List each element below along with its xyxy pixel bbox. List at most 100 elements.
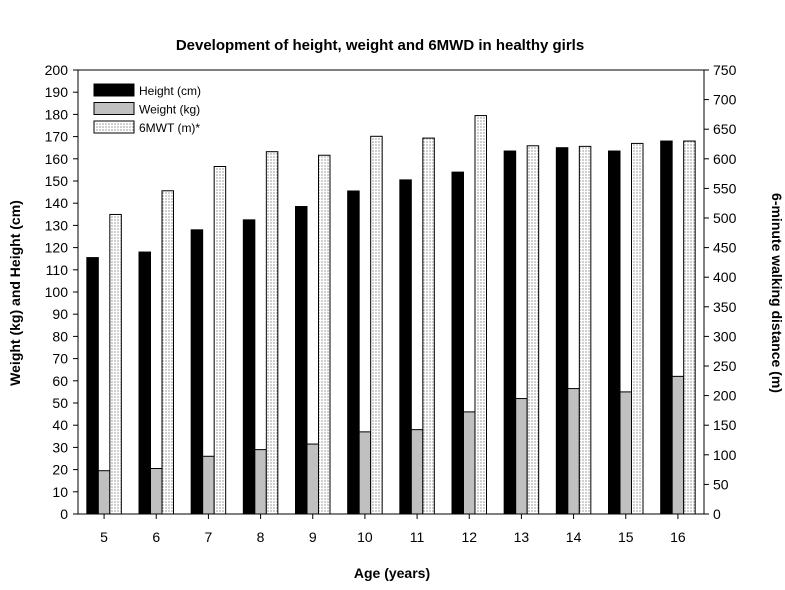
y-left-tick-label-130: 130 xyxy=(45,217,69,233)
y-left-tick-label-160: 160 xyxy=(45,151,69,167)
legend-label-0: Height (cm) xyxy=(139,84,201,98)
y-left-tick-label-190: 190 xyxy=(45,84,69,100)
x-tick-label-14: 14 xyxy=(566,529,582,545)
bar-weight-kg-8 xyxy=(254,449,267,515)
legend-label-1: Weight (kg) xyxy=(139,103,200,117)
bar-height-cm-13 xyxy=(503,150,517,515)
y-right-tick-label-100: 100 xyxy=(713,447,737,463)
y-right-tick-label-400: 400 xyxy=(713,269,737,285)
x-tick-label-15: 15 xyxy=(618,529,634,545)
y-right-tick-label-350: 350 xyxy=(713,299,737,315)
bar-height-cm-15 xyxy=(608,150,621,515)
y-left-tick-label-20: 20 xyxy=(52,462,68,478)
plot-frame xyxy=(77,69,705,515)
bar-weight-kg-12 xyxy=(463,411,476,515)
bar-height-cm-14 xyxy=(555,147,569,515)
y-left-tick-label-110: 110 xyxy=(46,262,69,278)
ticks-group: 5 6 7 8 9 10 11 12 13 14 15 16010203040506070809010… xyxy=(45,62,737,545)
x-axis-label: Age (years) xyxy=(354,565,430,581)
legend-swatch-1 xyxy=(93,102,135,115)
y-right-tick-label-0: 0 xyxy=(713,506,721,522)
y-left-tick-label-60: 60 xyxy=(52,373,68,389)
y-left-tick-label-120: 120 xyxy=(45,240,69,256)
y-right-tick-label-600: 600 xyxy=(713,151,737,167)
y-left-tick-label-100: 100 xyxy=(45,284,69,300)
legend-swatch-2 xyxy=(93,120,135,134)
bar-6mwt-m-13 xyxy=(526,145,540,515)
bar-6mwt-m-7 xyxy=(213,166,227,515)
bar-weight-kg-14 xyxy=(567,388,580,515)
y-left-tick-label-170: 170 xyxy=(45,129,69,145)
bar-weight-kg-13 xyxy=(515,398,528,515)
bar-6mwt-m-14 xyxy=(578,145,592,515)
x-tick-label-8: 8 xyxy=(257,529,265,545)
y-right-tick-label-450: 450 xyxy=(713,240,737,256)
bar-weight-kg-16 xyxy=(671,375,685,515)
bar-height-cm-7 xyxy=(190,229,204,515)
y-right-tick-label-50: 50 xyxy=(713,476,729,492)
bar-6mwt-m-9 xyxy=(318,154,331,515)
chart-title: Development of height, weight and 6MWD i… xyxy=(176,37,584,54)
bar-6mwt-m-5 xyxy=(109,213,122,515)
y-axis-right-label: 6-minute walking distance (m) xyxy=(769,193,785,393)
bar-weight-kg-15 xyxy=(619,391,632,515)
bar-height-cm-16 xyxy=(660,140,673,515)
y-left-tick-label-150: 150 xyxy=(45,173,69,189)
legend: Height (cm) Weight (kg) 6MWT (m)* xyxy=(93,83,201,135)
bar-6mwt-m-15 xyxy=(631,142,644,515)
y-right-tick-label-300: 300 xyxy=(713,328,737,344)
bar-weight-kg-7 xyxy=(202,455,215,515)
bar-weight-kg-5 xyxy=(97,470,111,515)
y-right-tick-label-150: 150 xyxy=(713,417,737,433)
bar-6mwt-m-16 xyxy=(683,140,696,515)
bar-weight-kg-11 xyxy=(410,429,424,515)
y-left-tick-label-140: 140 xyxy=(45,195,69,211)
y-left-tick-label-50: 50 xyxy=(52,395,68,411)
x-tick-label-12: 12 xyxy=(461,529,477,545)
y-left-tick-label-0: 0 xyxy=(60,506,68,522)
legend-label-2: 6MWT (m)* xyxy=(139,121,200,135)
y-left-tick-label-40: 40 xyxy=(52,417,68,433)
bar-6mwt-m-6 xyxy=(161,190,174,515)
y-left-tick-label-200: 200 xyxy=(45,62,69,78)
bar-height-cm-12 xyxy=(451,171,464,515)
bar-weight-kg-6 xyxy=(150,467,163,515)
x-tick-label-10: 10 xyxy=(357,529,373,545)
x-tick-label-13: 13 xyxy=(514,529,530,545)
y-left-tick-label-80: 80 xyxy=(52,328,68,344)
y-right-tick-label-200: 200 xyxy=(713,388,737,404)
bar-height-cm-10 xyxy=(347,190,360,515)
bar-height-cm-9 xyxy=(295,206,308,515)
y-right-tick-label-650: 650 xyxy=(713,121,737,137)
bar-weight-kg-10 xyxy=(358,431,372,515)
y-right-tick-label-550: 550 xyxy=(713,180,737,196)
bar-height-cm-6 xyxy=(138,251,151,515)
bar-height-cm-11 xyxy=(399,179,412,515)
bar-6mwt-m-8 xyxy=(265,151,279,515)
bar-height-cm-5 xyxy=(86,257,99,515)
y-right-tick-label-500: 500 xyxy=(713,210,737,226)
y-right-tick-label-250: 250 xyxy=(713,358,737,374)
y-axis-left-label: Weight (kg) and Height (cm) xyxy=(7,200,23,386)
legend-swatch-0 xyxy=(93,83,135,97)
y-left-tick-label-70: 70 xyxy=(52,351,68,367)
bar-height-cm-8 xyxy=(242,219,256,515)
y-left-tick-label-90: 90 xyxy=(52,306,68,322)
bar-weight-kg-9 xyxy=(306,443,319,515)
x-tick-label-6: 6 xyxy=(152,529,160,545)
y-left-tick-label-180: 180 xyxy=(45,106,69,122)
x-tick-label-11: 11 xyxy=(410,529,425,545)
bars-group xyxy=(86,115,696,515)
x-tick-label-9: 9 xyxy=(309,529,317,545)
x-tick-label-16: 16 xyxy=(670,529,686,545)
y-right-tick-label-700: 700 xyxy=(713,92,737,108)
bar-6mwt-m-12 xyxy=(474,115,487,515)
x-tick-label-7: 7 xyxy=(205,529,213,545)
x-tick-label-5: 5 xyxy=(100,529,108,545)
y-left-tick-label-30: 30 xyxy=(52,439,68,455)
bar-6mwt-m-10 xyxy=(370,135,383,515)
y-left-tick-label-10: 10 xyxy=(52,484,68,500)
y-right-tick-label-750: 750 xyxy=(713,62,737,78)
